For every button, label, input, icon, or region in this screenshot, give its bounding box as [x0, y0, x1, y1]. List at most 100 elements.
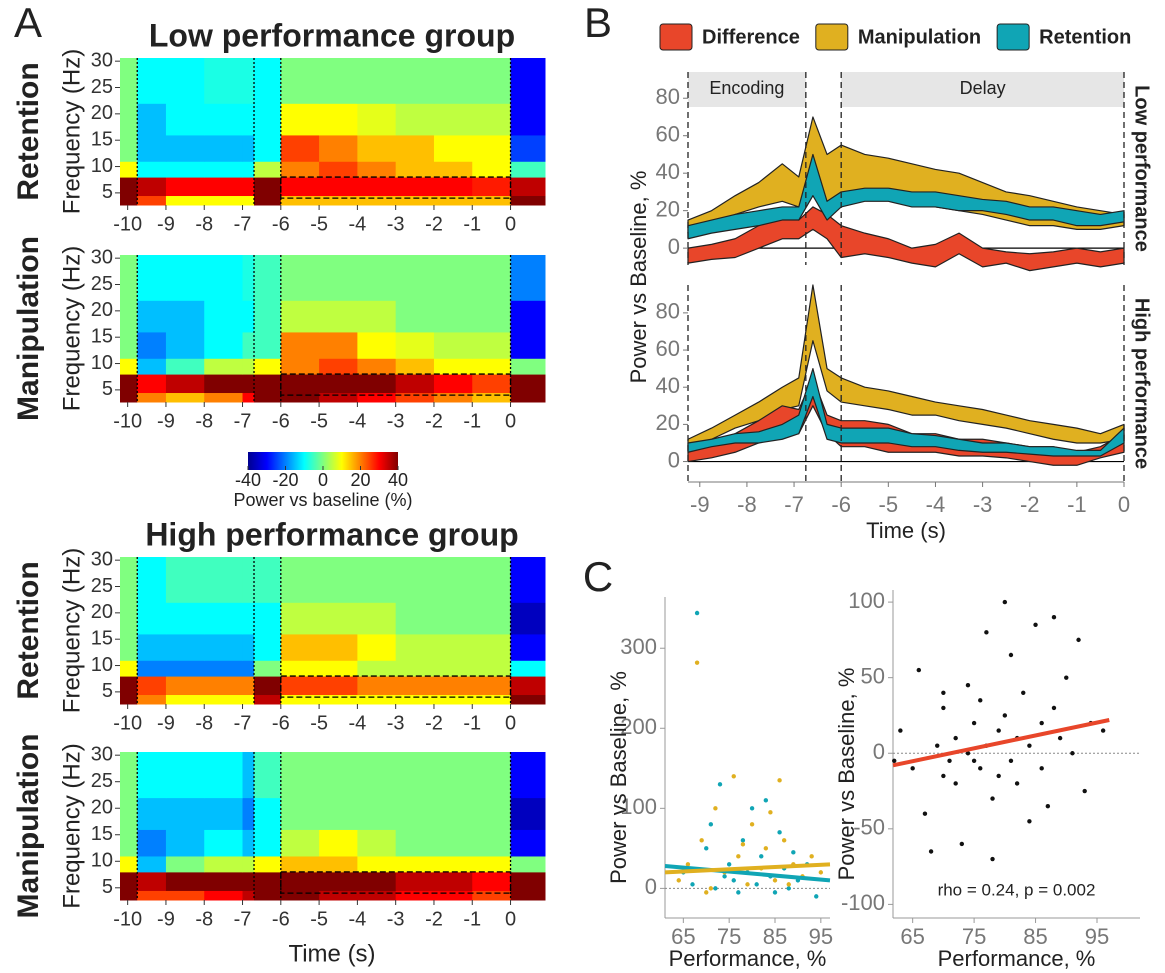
heat-cell [395, 890, 435, 901]
heat-cell [280, 660, 320, 677]
point [704, 890, 709, 895]
ribbon [687, 153, 1125, 240]
heat-cell [120, 871, 138, 891]
heat-cell [472, 134, 512, 162]
point [953, 781, 958, 786]
point [953, 735, 958, 741]
y-tick-label: 10 [91, 155, 113, 177]
heat-cell [510, 331, 546, 359]
x-tick-label: -2 [425, 410, 443, 432]
heat-cell [395, 871, 435, 891]
heat-cell [395, 797, 435, 830]
heat-cell [395, 331, 435, 359]
heat-cell [357, 557, 397, 603]
point [1021, 690, 1026, 695]
heat-cell [204, 103, 244, 136]
heat-cell [120, 557, 138, 603]
y-axis-label: Frequency (Hz) [58, 246, 85, 411]
heat-cell [204, 871, 244, 891]
y-tick-label: 100 [620, 794, 657, 819]
heat-cell [472, 871, 512, 891]
heat-cell [319, 890, 358, 901]
point [990, 856, 995, 862]
heat-cell [165, 890, 205, 901]
heat-cell [165, 255, 205, 301]
heat-cell [137, 392, 167, 403]
point [694, 660, 700, 665]
point [736, 854, 741, 859]
x-tick-label: -2 [425, 908, 443, 930]
y-tick-label: 25 [91, 76, 113, 98]
heat-cell [254, 195, 282, 206]
point [690, 882, 695, 887]
heat-cell [472, 676, 512, 696]
heat-cell [510, 255, 546, 301]
y-axis-label: Frequency (Hz) [58, 548, 85, 713]
heat-cell [165, 871, 205, 891]
heat-cell [280, 134, 320, 162]
point [990, 796, 995, 801]
point [704, 846, 709, 851]
heat-cell [319, 752, 358, 799]
heat-cell [319, 694, 358, 705]
heat-cell [357, 752, 397, 799]
point [1008, 652, 1014, 658]
heat-cell [137, 602, 167, 635]
heat-cell [433, 331, 473, 359]
legend-label: Manipulation [858, 26, 981, 48]
heat-cell [254, 331, 282, 359]
heat-cell [120, 633, 138, 661]
heat-cell [120, 797, 138, 830]
heat-cell [510, 890, 546, 901]
heat-cell [204, 255, 244, 301]
heat-cell [357, 855, 397, 873]
y-tick-label: 25 [91, 575, 113, 597]
colorbar-tick-label: 0 [318, 470, 328, 490]
x-axis-label: Time (s) [866, 518, 946, 543]
heat-cell [204, 58, 244, 104]
colorbar-tick-label: 20 [350, 470, 370, 490]
heat-cell [120, 660, 138, 677]
heat-cell [137, 694, 167, 705]
point [708, 886, 714, 891]
heat-cell [319, 58, 358, 104]
heat-cell [165, 300, 205, 333]
heat-cell [280, 358, 320, 375]
heat-cell [357, 161, 397, 178]
point [1076, 637, 1081, 643]
point [713, 806, 718, 811]
x-tick-label: -6 [272, 213, 290, 235]
point [959, 841, 965, 847]
heat-cell [254, 676, 282, 696]
heat-cell [165, 797, 205, 830]
x-tick-label: 0 [505, 410, 516, 432]
heat-cell [472, 103, 512, 136]
heat-cell [510, 557, 546, 603]
roi-box [280, 176, 512, 199]
colorbar-tick-label: -20 [272, 470, 298, 490]
heat-cell [242, 195, 255, 206]
x-tick-label: 65 [900, 924, 924, 949]
heat-cell [137, 374, 167, 394]
x-tick-label: -5 [310, 213, 328, 235]
heat-cell [254, 177, 282, 197]
y-tick-label: 0 [873, 739, 885, 764]
heat-cell [280, 855, 320, 873]
heat-cell [357, 103, 397, 136]
heat-cell [137, 829, 167, 857]
heat-cell [242, 752, 255, 799]
heat-cell [395, 602, 435, 635]
heat-cell [510, 374, 546, 394]
heat-cell [510, 177, 546, 197]
heat-cell [242, 103, 255, 136]
heat-cell [280, 557, 320, 603]
x-tick-label: -4 [348, 712, 366, 734]
heat-cell [433, 58, 473, 104]
heat-cell [254, 829, 282, 857]
heat-cell [395, 255, 435, 301]
heat-cell [280, 633, 320, 661]
heat-cell [319, 855, 358, 873]
heat-cell [280, 752, 320, 799]
x-tick-label: -6 [272, 712, 290, 734]
legend-swatch [659, 23, 693, 51]
